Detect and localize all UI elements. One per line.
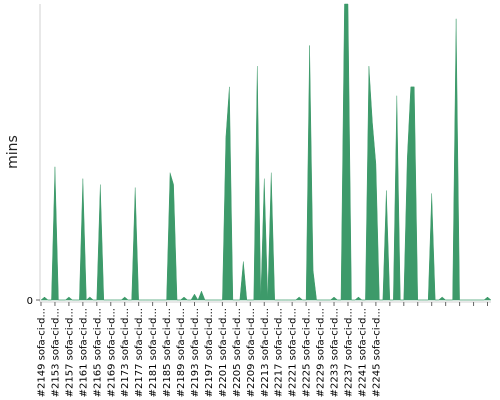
axes: 0 mins: [5, 4, 491, 307]
x-tick-label: #2237 sofa-ci-d...: [343, 308, 354, 397]
x-tick-label: #2233 sofa-ci-d...: [330, 308, 341, 397]
y-axis-label: mins: [5, 135, 21, 169]
x-tick-label: #2229 sofa-ci-d...: [316, 308, 327, 397]
x-tick-label: #2169 sofa-ci-d...: [106, 308, 117, 397]
x-tick-label: #2181 sofa-ci-d...: [148, 308, 159, 397]
x-tick-label: #2185 sofa-ci-d...: [162, 308, 173, 397]
x-tick-label: #2209 sofa-ci-d...: [246, 308, 257, 397]
x-tick-label: #2157 sofa-ci-d...: [64, 308, 75, 397]
series-area: [40, 3, 492, 301]
x-tick-label: #2177 sofa-ci-d...: [134, 308, 145, 397]
x-tick-label: #2245 sofa-ci-d...: [371, 308, 382, 397]
x-axis-ticks: #2149 sofa-ci-d... #2153 sofa-ci-d... #215…: [37, 302, 489, 397]
y-tick-label-0: 0: [27, 296, 33, 307]
x-tick-label: #2189 sofa-ci-d...: [176, 308, 187, 397]
x-tick-label: #2241 sofa-ci-d...: [357, 308, 368, 397]
x-tick-label: #2173 sofa-ci-d...: [120, 308, 131, 397]
x-tick-label: #2153 sofa-ci-d...: [50, 308, 61, 397]
x-tick-label: #2213 sofa-ci-d...: [260, 308, 271, 397]
plot-area: [40, 3, 492, 301]
x-tick-label: #2161 sofa-ci-d...: [78, 308, 89, 397]
x-tick-label: #2201 sofa-ci-d...: [218, 308, 229, 397]
x-tick-label: #2225 sofa-ci-d...: [302, 308, 313, 397]
x-tick-label: #2217 sofa-ci-d...: [274, 308, 285, 397]
x-tick-label: #2193 sofa-ci-d...: [190, 308, 201, 397]
x-tick-label: #2205 sofa-ci-d...: [232, 308, 243, 397]
x-tick-label: #2165 sofa-ci-d...: [92, 308, 103, 397]
x-tick-label: #2221 sofa-ci-d...: [288, 308, 299, 397]
x-tick-label: #2149 sofa-ci-d...: [37, 308, 48, 397]
x-tick-label: #2197 sofa-ci-d...: [204, 308, 215, 397]
